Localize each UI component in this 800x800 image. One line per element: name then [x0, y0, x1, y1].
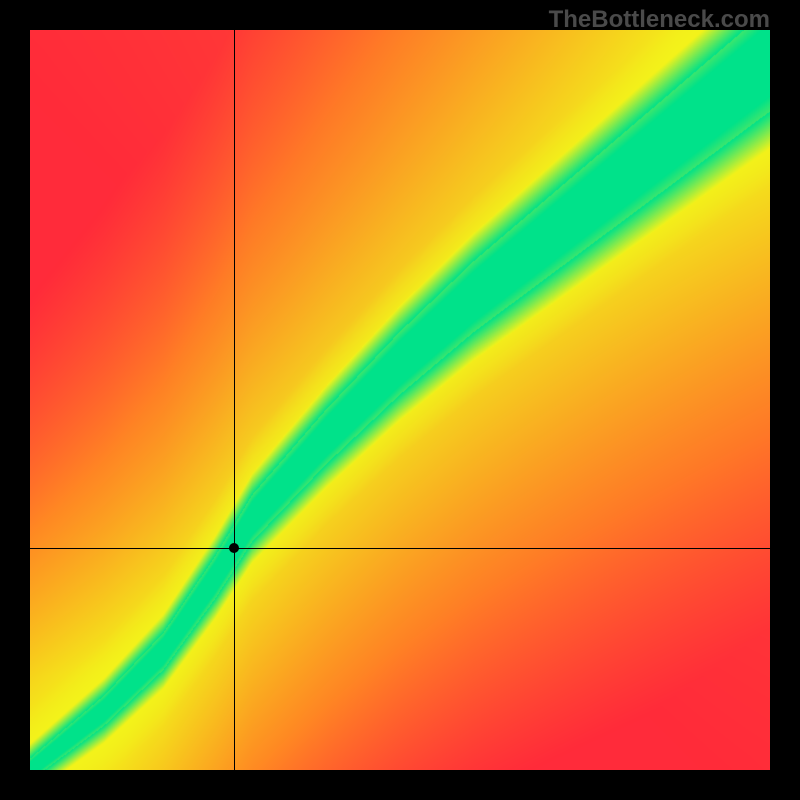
plot-area: [30, 30, 770, 770]
data-point-marker: [229, 543, 239, 553]
crosshair-vertical: [234, 30, 235, 770]
watermark: TheBottleneck.com: [549, 6, 770, 34]
crosshair-horizontal: [30, 548, 770, 549]
heatmap-canvas: [30, 30, 770, 770]
chart-container: TheBottleneck.com: [0, 0, 800, 800]
